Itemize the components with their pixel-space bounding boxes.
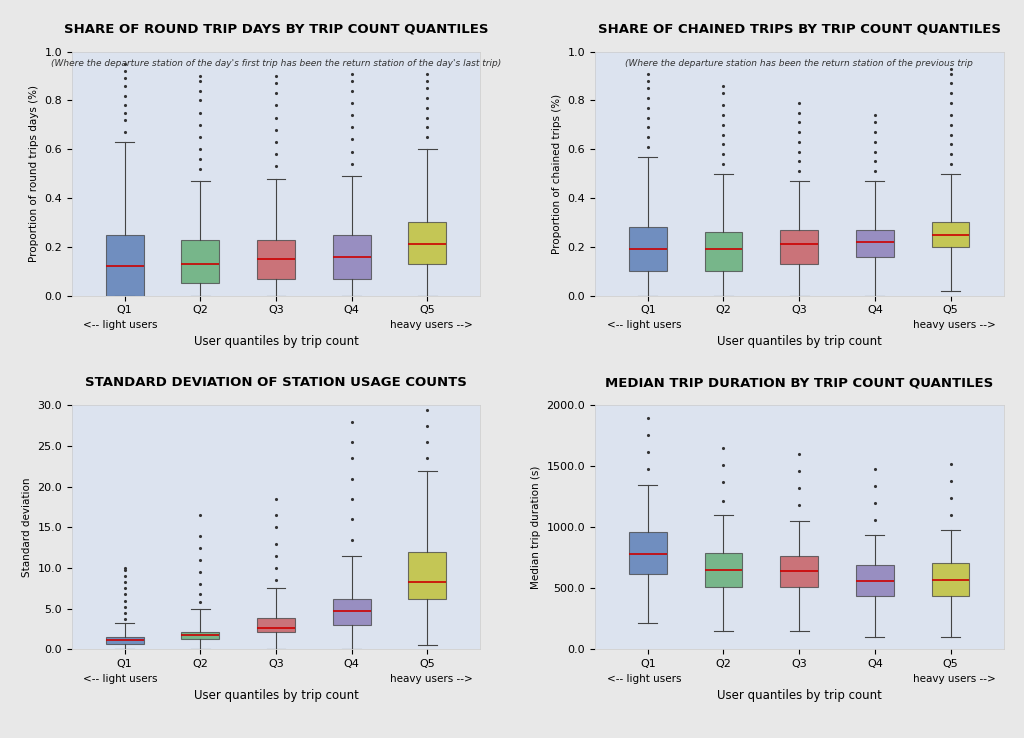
PathPatch shape — [780, 556, 818, 587]
Text: heavy users -->: heavy users --> — [390, 674, 473, 684]
Text: (Where the departure station has been the return station of the previous trip: (Where the departure station has been th… — [626, 59, 973, 68]
PathPatch shape — [856, 230, 894, 257]
Text: <-- light users: <-- light users — [84, 320, 158, 330]
PathPatch shape — [409, 222, 446, 264]
PathPatch shape — [932, 563, 970, 596]
Title: SHARE OF CHAINED TRIPS BY TRIP COUNT QUANTILES: SHARE OF CHAINED TRIPS BY TRIP COUNT QUA… — [598, 22, 1000, 35]
X-axis label: User quantiles by trip count: User quantiles by trip count — [717, 335, 882, 348]
Text: <-- light users: <-- light users — [606, 320, 681, 330]
PathPatch shape — [333, 599, 371, 625]
PathPatch shape — [257, 240, 295, 278]
PathPatch shape — [856, 565, 894, 596]
Y-axis label: Standard deviation: Standard deviation — [22, 477, 32, 577]
Text: heavy users -->: heavy users --> — [913, 674, 996, 684]
Title: STANDARD DEVIATION OF STATION USAGE COUNTS: STANDARD DEVIATION OF STATION USAGE COUN… — [85, 376, 467, 389]
PathPatch shape — [105, 637, 143, 644]
PathPatch shape — [105, 235, 143, 296]
X-axis label: User quantiles by trip count: User quantiles by trip count — [717, 689, 882, 702]
Text: (Where the departure station of the day's first trip has been the return station: (Where the departure station of the day'… — [51, 59, 501, 68]
PathPatch shape — [181, 240, 219, 283]
PathPatch shape — [257, 618, 295, 632]
PathPatch shape — [409, 552, 446, 599]
PathPatch shape — [629, 227, 667, 272]
Title: MEDIAN TRIP DURATION BY TRIP COUNT QUANTILES: MEDIAN TRIP DURATION BY TRIP COUNT QUANT… — [605, 376, 993, 389]
Title: SHARE OF ROUND TRIP DAYS BY TRIP COUNT QUANTILES: SHARE OF ROUND TRIP DAYS BY TRIP COUNT Q… — [63, 22, 488, 35]
Text: <-- light users: <-- light users — [84, 674, 158, 684]
Y-axis label: Proportion of chained trips (%): Proportion of chained trips (%) — [552, 94, 562, 254]
PathPatch shape — [181, 632, 219, 639]
Y-axis label: Median trip duration (s): Median trip duration (s) — [530, 466, 541, 589]
PathPatch shape — [629, 532, 667, 574]
PathPatch shape — [705, 232, 742, 272]
PathPatch shape — [780, 230, 818, 264]
X-axis label: User quantiles by trip count: User quantiles by trip count — [194, 335, 358, 348]
Text: heavy users -->: heavy users --> — [390, 320, 473, 330]
PathPatch shape — [932, 222, 970, 246]
Text: <-- light users: <-- light users — [606, 674, 681, 684]
Y-axis label: Proportion of round trips days (%): Proportion of round trips days (%) — [29, 85, 39, 262]
PathPatch shape — [705, 553, 742, 587]
PathPatch shape — [333, 235, 371, 278]
Text: heavy users -->: heavy users --> — [913, 320, 996, 330]
X-axis label: User quantiles by trip count: User quantiles by trip count — [194, 689, 358, 702]
